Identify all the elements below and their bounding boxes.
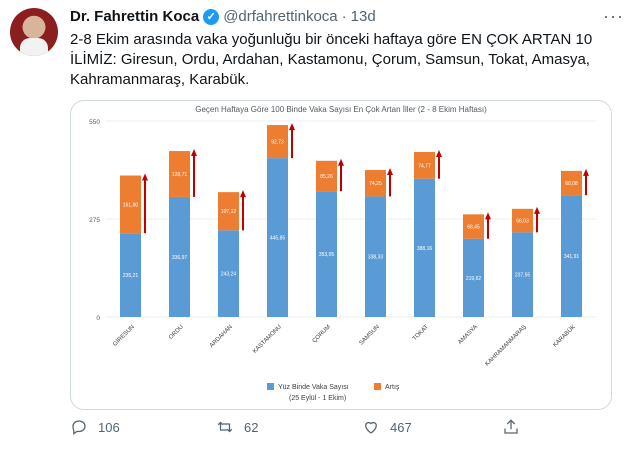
x-tick-label: KARABÜK bbox=[552, 323, 577, 348]
bar-increase-label: 68,45 bbox=[467, 225, 480, 231]
bar-increase bbox=[218, 192, 239, 231]
bar-increase bbox=[463, 214, 484, 239]
x-tick-label: AMASYA bbox=[457, 324, 479, 346]
x-tick-label: KAHRAMANMARAŞ bbox=[485, 324, 528, 367]
tweet-text: 2-8 Ekim arasında vaka yoğunluğu bir önc… bbox=[70, 30, 610, 90]
bar-increase-label: 74,25 bbox=[369, 181, 382, 187]
bar-increase-label: 74,77 bbox=[418, 163, 431, 169]
bar-increase bbox=[512, 208, 533, 233]
increase-arrow-head bbox=[289, 123, 295, 131]
x-tick-label: ARDAHAN bbox=[209, 324, 234, 349]
legend-swatch-increase bbox=[374, 383, 381, 390]
increase-arrow-head bbox=[485, 212, 491, 220]
bar-chart: Geçen Haftaya Göre 100 Binde Vaka Sayısı… bbox=[89, 105, 596, 402]
bar-base bbox=[120, 233, 141, 317]
tweet-actions: 106 62 467 bbox=[70, 418, 530, 438]
bar-base-label: 237,55 bbox=[515, 273, 531, 279]
increase-arrow-head bbox=[142, 173, 148, 181]
x-tick-label: ORDU bbox=[168, 324, 185, 341]
author-name[interactable]: Dr. Fahrettin Koca bbox=[70, 8, 200, 25]
verified-badge-icon: ✓ bbox=[203, 8, 220, 25]
tweet-time[interactable]: 13d bbox=[350, 8, 376, 25]
reply-button[interactable]: 106 bbox=[70, 418, 120, 436]
bar-base bbox=[561, 195, 582, 317]
share-icon bbox=[504, 419, 518, 434]
bar-base-label: 336,97 bbox=[172, 255, 188, 261]
chart-image[interactable]: Geçen Haftaya Göre 100 Binde Vaka Sayısı… bbox=[70, 100, 612, 410]
bar-base bbox=[414, 178, 435, 317]
bar-increase-label: 92,73 bbox=[271, 140, 284, 146]
separator: · bbox=[341, 8, 347, 25]
increase-arrow-head bbox=[534, 206, 540, 214]
retweet-count: 62 bbox=[244, 419, 259, 435]
x-tick-label: ÇORUM bbox=[312, 324, 332, 344]
bar-increase bbox=[365, 169, 386, 197]
avatar[interactable] bbox=[10, 8, 58, 56]
more-icon[interactable]: ··· bbox=[603, 6, 624, 26]
legend-label-base: Yüz Binde Vaka Sayısı bbox=[278, 384, 349, 391]
bar-base-label: 353,05 bbox=[319, 252, 335, 258]
bar-increase-label: 66,03 bbox=[516, 219, 529, 225]
like-button[interactable]: 467 bbox=[362, 418, 412, 436]
legend-label-increase: Artış bbox=[385, 384, 400, 391]
bar-base-label: 219,62 bbox=[466, 276, 482, 282]
x-tick-label: SAMSUN bbox=[359, 324, 381, 346]
increase-arrow-head bbox=[338, 158, 344, 166]
bar-base bbox=[267, 158, 288, 317]
bar-base bbox=[218, 230, 239, 317]
heart-icon bbox=[365, 421, 377, 434]
legend-swatch-base bbox=[267, 383, 274, 390]
tweet-header: Dr. Fahrettin Koca ✓ @drfahrettinkoca · … bbox=[70, 8, 376, 25]
bar-increase-label: 85,26 bbox=[320, 174, 333, 180]
y-tick-label: 275 bbox=[89, 217, 100, 224]
bar-base-label: 445,85 bbox=[270, 236, 286, 242]
bar-base bbox=[365, 196, 386, 317]
bar-base-label: 388,16 bbox=[417, 246, 433, 252]
legend-label-base-period: (25 Eylül - 1 Ekim) bbox=[289, 395, 346, 402]
bar-increase bbox=[267, 125, 288, 159]
increase-arrow-head bbox=[191, 149, 197, 157]
x-tick-label: KASTAMONU bbox=[252, 324, 283, 355]
bar-increase bbox=[414, 152, 435, 179]
like-count: 467 bbox=[390, 419, 412, 435]
bar-increase bbox=[316, 160, 337, 192]
bar-increase-label: 161,80 bbox=[123, 202, 139, 208]
retweet-button[interactable]: 62 bbox=[216, 418, 258, 436]
bar-base-label: 243,24 bbox=[221, 272, 237, 278]
bar-base bbox=[463, 238, 484, 317]
bar-base-label: 235,21 bbox=[123, 273, 139, 279]
tweet-text-line-3: Kahramanmaraş, Karabük. bbox=[70, 71, 250, 88]
increase-arrow-head bbox=[387, 167, 393, 175]
bar-base bbox=[316, 191, 337, 317]
bar-increase bbox=[169, 151, 190, 197]
y-tick-label: 0 bbox=[96, 315, 100, 322]
reply-count: 106 bbox=[98, 419, 120, 435]
bar-base bbox=[512, 232, 533, 317]
increase-arrow-head bbox=[240, 190, 246, 198]
bar-base-label: 338,33 bbox=[368, 255, 384, 261]
bar-increase bbox=[561, 170, 582, 196]
tweet-text-line-1: 2-8 Ekim arasında vaka yoğunluğu bir önc… bbox=[70, 31, 593, 48]
bar-increase bbox=[120, 175, 141, 234]
reply-icon bbox=[72, 420, 86, 436]
x-tick-label: TOKAT bbox=[412, 324, 430, 342]
bar-increase-label: 107,12 bbox=[221, 209, 237, 215]
bar-increase-label: 68,08 bbox=[565, 181, 578, 187]
x-tick-label: GİRESUN bbox=[112, 323, 136, 347]
y-tick-label: 550 bbox=[89, 119, 100, 126]
bar-base-label: 341,91 bbox=[564, 254, 580, 260]
chart-title: Geçen Haftaya Göre 100 Binde Vaka Sayısı… bbox=[195, 105, 487, 114]
author-handle[interactable]: @drfahrettinkoca bbox=[223, 8, 338, 25]
tweet-text-line-2: İLİMİZ: Giresun, Ordu, Ardahan, Kastamon… bbox=[70, 51, 590, 68]
retweet-icon bbox=[217, 421, 233, 433]
increase-arrow-head bbox=[436, 150, 442, 158]
bar-increase-label: 128,71 bbox=[172, 172, 188, 178]
share-button[interactable] bbox=[502, 418, 520, 436]
increase-arrow-head bbox=[583, 168, 589, 176]
bar-base bbox=[169, 196, 190, 317]
